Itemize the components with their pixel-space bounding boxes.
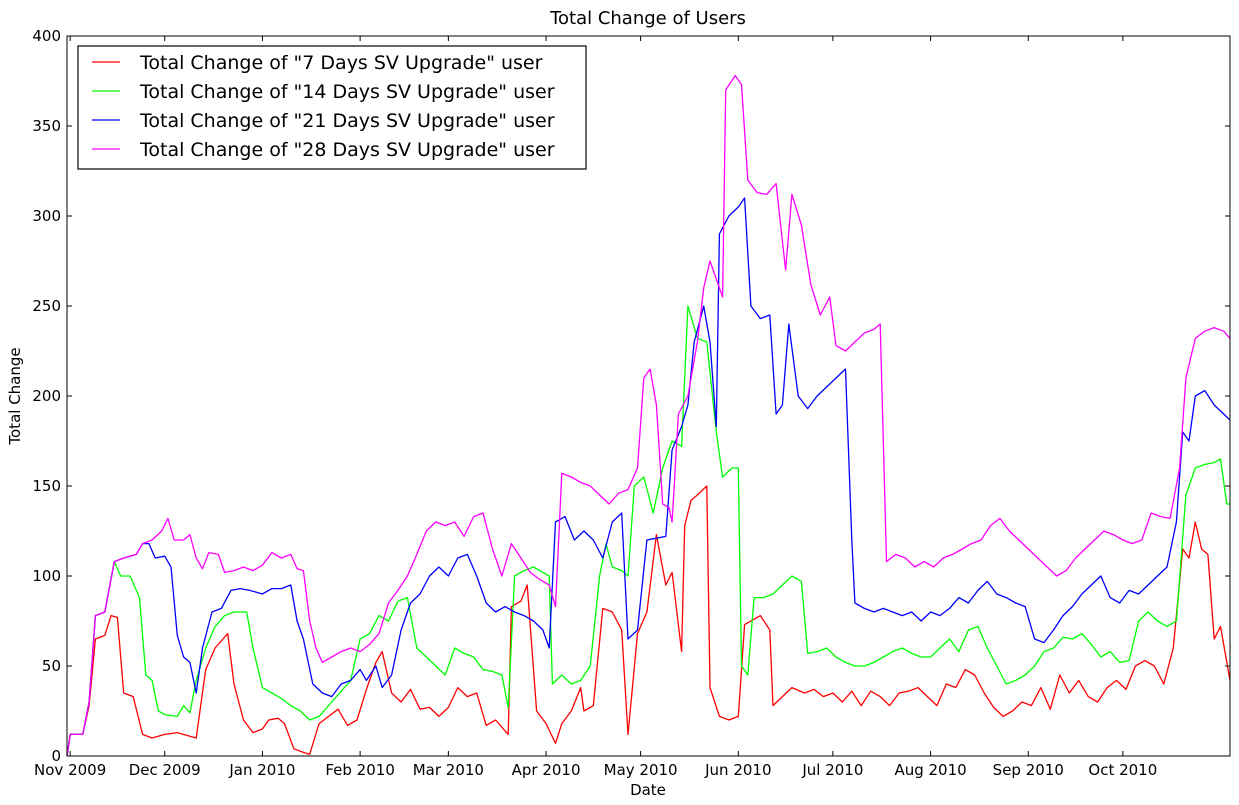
y-tick-label: 0 [51,747,61,765]
x-tick-label: Mar 2010 [413,761,484,779]
chart-title: Total Change of Users [549,8,746,29]
x-tick-label: Dec 2009 [129,761,201,779]
legend-entry-label: Total Change of "28 Days SV Upgrade" use… [139,139,555,161]
x-tick-label: Jun 2010 [704,761,771,779]
x-tick-label: Jul 2010 [801,761,863,779]
legend-entry-label: Total Change of "14 Days SV Upgrade" use… [139,81,555,103]
x-tick-label: May 2010 [604,761,678,779]
x-tick-label: Feb 2010 [325,761,395,779]
legend-entry-label: Total Change of "21 Days SV Upgrade" use… [139,110,555,132]
legend-box [77,45,587,170]
x-tick-label: Apr 2010 [512,761,581,779]
x-tick-label: Sep 2010 [993,761,1064,779]
x-tick-label: Nov 2009 [34,761,106,779]
series-line-1 [67,485,1230,756]
x-tick-label: Oct 2010 [1088,761,1157,779]
ticks-layer: 0 50 100 150 200 250 300 350 400 Nov 2009 Dec 2009… [32,27,1230,779]
y-tick-label: 150 [32,477,61,495]
x-tick-label: Jan 2010 [228,761,295,779]
y-tick-label: 300 [32,207,61,225]
y-tick-label: 200 [32,387,61,405]
y-tick-label: 250 [32,297,61,315]
legend-entry-label: Total Change of "7 Days SV Upgrade" user [139,52,543,74]
series-line-4 [67,74,1230,756]
x-axis-label: Date [630,781,666,799]
series-layer [67,74,1230,756]
y-tick-label: 350 [32,117,61,135]
y-tick-label: 100 [32,567,61,585]
series-line-3 [67,197,1230,756]
y-tick-label: 400 [32,27,61,45]
legend: Total Change of "7 Days SV Upgrade" user… [77,45,587,170]
y-tick-label: 50 [42,657,61,675]
series-line-2 [67,305,1230,756]
y-axis-label: Total Change [6,347,24,445]
x-tick-label: Aug 2010 [894,761,966,779]
plot-area [67,74,1230,756]
